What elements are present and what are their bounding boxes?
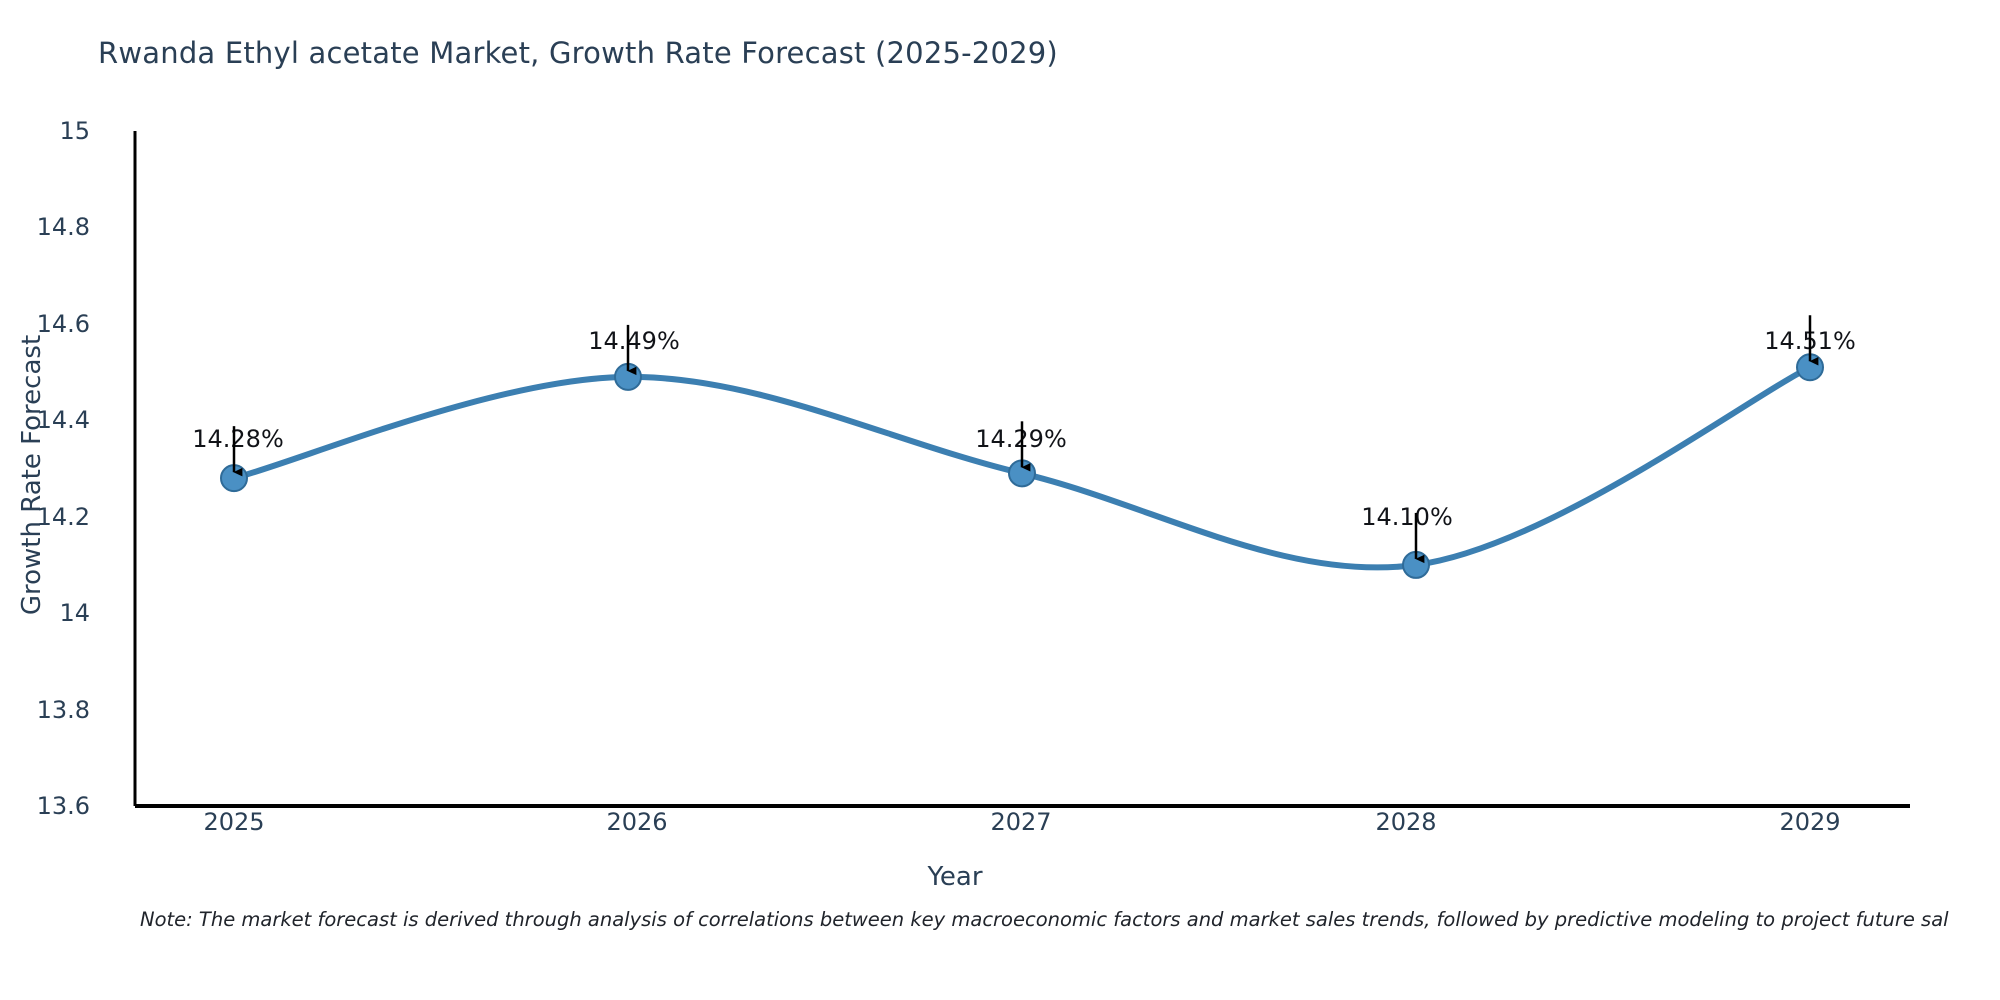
y-axis-tick: 14.6 [36,310,90,338]
data-point-label: 14.10% [1361,503,1453,531]
annotation-arrows [232,315,1819,564]
x-axis-tick: 2025 [203,808,265,836]
chart-footnote: Note: The market forecast is derived thr… [140,908,1949,931]
y-axis-tick: 13.6 [36,792,90,820]
y-axis-tick: 13.8 [36,696,90,724]
x-axis-tick: 2026 [606,808,668,836]
y-axis-tick: 14.8 [36,213,90,241]
x-axis-tick: 2029 [1779,808,1841,836]
y-axis-tick: 15 [59,117,90,145]
data-point-label: 14.28% [192,425,284,453]
x-axis-tick: 2028 [1375,808,1437,836]
y-axis-tick: 14.4 [36,406,90,434]
y-axis-tick: 14.2 [36,503,90,531]
data-point-label: 14.49% [588,327,680,355]
x-axis-tick: 2027 [990,808,1052,836]
y-axis-tick: 14 [59,599,90,627]
chart-title: Rwanda Ethyl acetate Market, Growth Rate… [98,36,1058,70]
x-axis-label: Year [927,862,983,892]
